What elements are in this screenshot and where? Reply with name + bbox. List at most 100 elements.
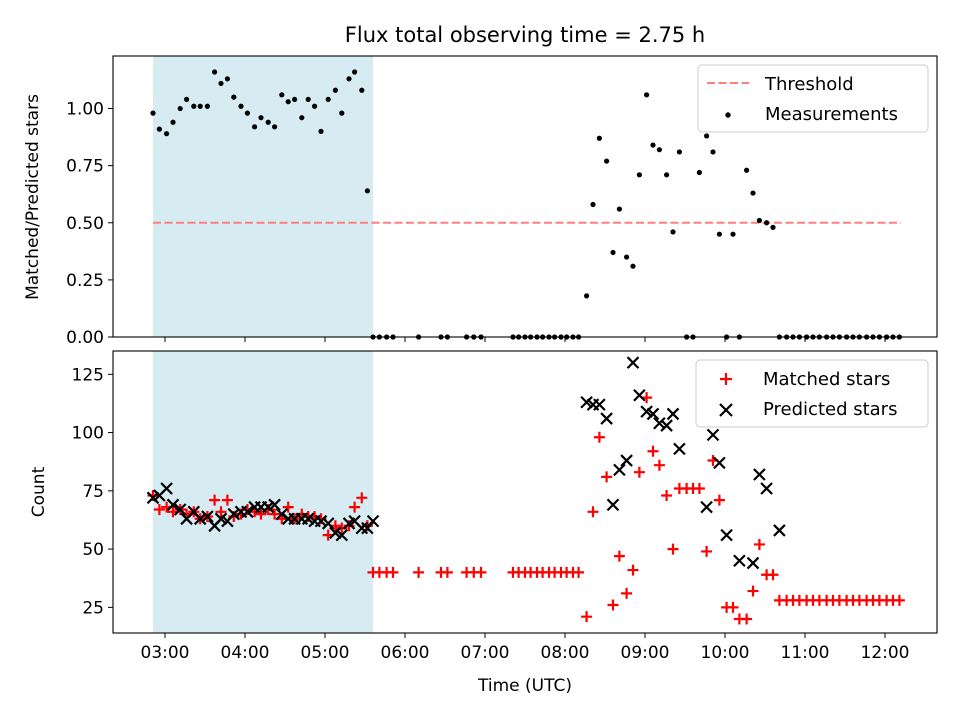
measurement-point: [197, 103, 203, 109]
measurement-point: [305, 96, 311, 103]
measurement-point: [238, 103, 244, 109]
x-axis-label: Time (UTC): [477, 676, 572, 696]
x-tick-label: 03:00: [141, 643, 190, 663]
measurement-point: [630, 263, 636, 269]
bottom-y-tick-label: 25: [82, 598, 104, 618]
predicted-star-marker: [268, 498, 281, 512]
measurement-point: [590, 201, 596, 208]
predicted-star-marker: [355, 521, 369, 535]
matched-star-marker: [587, 506, 599, 518]
measurement-point: [596, 135, 603, 141]
matched-star-marker: [647, 445, 659, 457]
x-tick-label: 06:00: [381, 643, 430, 663]
matched-star-marker: [221, 494, 233, 506]
matched-star-marker: [593, 431, 605, 443]
bottom-panel-frame: [112, 350, 938, 634]
measurement-point: [696, 169, 703, 176]
measurement-point: [770, 224, 776, 230]
bottom-panel: 25 50 75 100 125 03:00 04:00 05:00 06:00 07:00 08…: [29, 350, 938, 696]
legend-predicted-label: Predicted stars: [763, 399, 897, 420]
legend-threshold-label: Threshold: [764, 74, 854, 95]
measurement-point: [212, 69, 218, 75]
matched-star-marker: [209, 494, 221, 506]
measurement-point: [764, 220, 770, 226]
predicted-star-marker: [753, 468, 766, 481]
measurement-point: [636, 172, 643, 178]
predicted-star-marker: [746, 556, 760, 570]
measurement-point: [604, 158, 610, 164]
predicted-star-marker: [321, 517, 335, 530]
bottom-observing-window: [153, 351, 373, 633]
matched-star-marker: [727, 601, 739, 613]
x-tick-label: 05:00: [301, 643, 350, 663]
predicted-star-marker: [606, 498, 620, 512]
matched-star-marker: [613, 550, 625, 562]
matched-star-marker: [215, 506, 227, 518]
predicted-star-marker: [366, 514, 380, 528]
measurement-point: [364, 188, 370, 194]
matched-star-marker: [269, 508, 281, 520]
matched-star-marker: [893, 594, 905, 606]
matched-star-marker: [601, 471, 613, 483]
measurement-point: [244, 110, 250, 116]
bottom-y-axis-label: Count: [29, 466, 49, 517]
predicted-star-marker: [633, 389, 646, 402]
predicted-star-marker: [666, 407, 680, 421]
measurement-point: [164, 131, 170, 137]
measurement-point: [299, 115, 305, 121]
measurement-point: [224, 76, 230, 82]
matched-star-marker: [607, 599, 619, 611]
measurement-point: [150, 110, 156, 116]
matched-star-marker: [633, 466, 645, 478]
predicted-star-marker: [314, 514, 328, 528]
measurement-point: [325, 96, 331, 103]
measurement-point: [664, 172, 670, 178]
bottom-y-axis: 25 50 75 100 125: [72, 365, 113, 618]
matched-star-marker: [627, 564, 639, 576]
legend-measurements-swatch: [725, 112, 731, 118]
measurement-point: [704, 133, 710, 139]
predicted-star-marker: [613, 463, 626, 477]
measurement-point: [656, 147, 663, 153]
predicted-star-marker: [201, 510, 214, 523]
matched-star-marker: [282, 501, 294, 513]
measurement-point: [359, 87, 365, 93]
bottom-y-tick-label: 50: [82, 540, 104, 560]
top-y-axis: 0.00 0.25 0.50 0.75 1.00: [66, 100, 113, 348]
measurement-point: [644, 92, 650, 98]
legend-matched-swatch: [720, 373, 732, 385]
measurement-point: [156, 126, 162, 132]
top-y-tick-label: 0.25: [66, 271, 104, 291]
measurement-point: [204, 103, 210, 109]
measurement-point: [252, 124, 258, 130]
predicted-star-marker: [275, 507, 289, 521]
measurement-point: [332, 87, 338, 93]
top-panel: 0.00 0.25 0.50 0.75 1.00 Matched/Predicted s…: [23, 55, 938, 348]
predicted-star-marker: [241, 505, 254, 519]
measurement-point: [584, 293, 590, 299]
measurement-point: [676, 149, 683, 155]
measurement-point: [184, 96, 190, 103]
legend-matched-label: Matched stars: [763, 369, 890, 390]
matched-star-marker: [667, 543, 679, 555]
x-tick-label: 12:00: [861, 643, 910, 663]
measurement-point: [218, 80, 224, 87]
bottom-legend: Matched stars Predicted stars: [695, 359, 929, 428]
measurement-point: [292, 96, 298, 103]
measurement-point: [744, 167, 750, 173]
measurement-point: [170, 119, 176, 125]
measurement-point: [650, 142, 656, 148]
x-tick-label: 11:00: [781, 643, 830, 663]
measurement-point: [191, 103, 197, 109]
matched-star-marker: [573, 566, 585, 578]
predicted-star-marker: [193, 512, 207, 526]
matched-star-marker: [621, 587, 633, 599]
predicted-star-marker: [706, 428, 720, 442]
predicted-star-marker: [620, 454, 633, 467]
legend-measurements-label: Measurements: [765, 104, 898, 125]
predicted-star-marker: [160, 482, 173, 495]
measurement-point: [346, 76, 352, 82]
matched-star-marker: [413, 566, 425, 578]
matched-star-marker: [701, 545, 713, 557]
matched-star-marker: [255, 508, 267, 520]
